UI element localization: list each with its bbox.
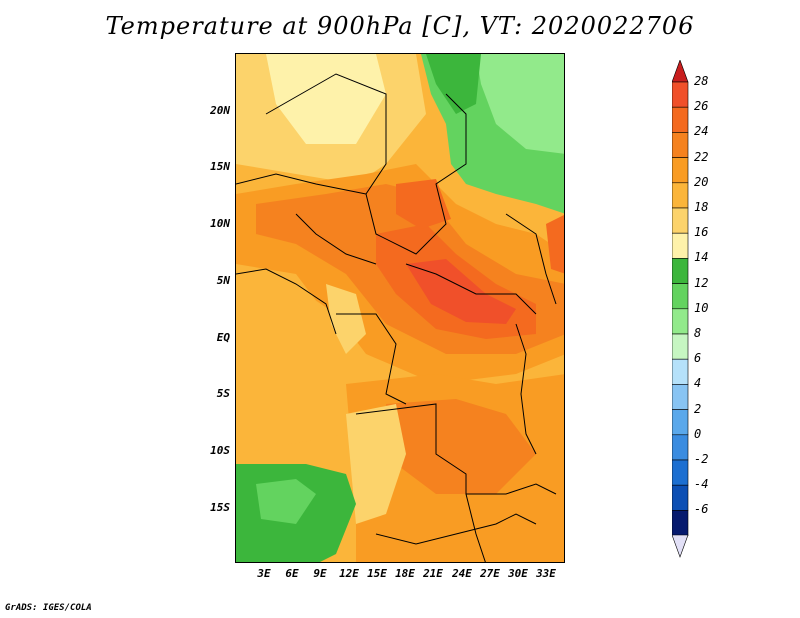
map-title: Temperature at 900hPa [C], VT: 202002270…: [105, 12, 695, 40]
colorbar-label: -6: [694, 502, 709, 517]
colorbar-label: 12: [694, 275, 709, 290]
colorbar-label: -4: [694, 477, 709, 492]
colorbar-swatch: [672, 207, 689, 234]
colorbar-label: 6: [694, 351, 702, 366]
colorbar-swatch: [672, 81, 689, 108]
x-tick-12e: 12E: [339, 567, 359, 580]
colorbar-swatch: [672, 106, 689, 133]
x-tick-3e: 3E: [257, 567, 271, 580]
credit-label: GrADS: IGES/COLA: [5, 603, 92, 613]
colorbar-swatch: [672, 459, 689, 486]
colorbar-label: -2: [694, 452, 709, 466]
colorbar-swatch: [672, 358, 689, 385]
colorbar-swatch: [672, 484, 689, 511]
x-tick-18e: 18E: [395, 567, 415, 580]
colorbar-label: 28: [694, 74, 709, 88]
colorbar-swatches: [672, 81, 689, 536]
colorbar-swatch: [672, 384, 689, 410]
colorbar-swatch: [672, 409, 689, 436]
zone-10c-northeast: [476, 54, 564, 154]
colorbar-swatch: [672, 258, 689, 284]
colorbar-bottom-arrow: [672, 534, 689, 558]
zone-16c-north: [266, 54, 386, 144]
colorbar-swatch: [672, 182, 689, 209]
x-tick-33e: 33E: [536, 567, 556, 580]
colorbar-label: 2: [694, 401, 702, 416]
colorbar-swatch: [672, 132, 689, 158]
zone-28c-central: [406, 259, 516, 324]
colorbar-label: 24: [694, 124, 709, 139]
colorbar-swatch: [672, 510, 689, 536]
x-tick-30e: 30E: [508, 567, 528, 580]
colorbar-label: 8: [694, 326, 702, 340]
zone-24c-south: [386, 399, 536, 494]
colorbar-swatch: [672, 434, 689, 461]
colorbar-swatch: [672, 333, 689, 360]
country-borders: [236, 73, 557, 562]
colorbar-top-arrow: [672, 60, 689, 83]
temperature-field: [236, 54, 564, 562]
y-tick-10s: 10S: [210, 444, 230, 457]
zone-12c-southwest: [256, 479, 316, 524]
temperature-map: [235, 53, 565, 563]
zone-14c-northeast: [426, 54, 481, 114]
y-tick-15n: 15N: [210, 160, 230, 173]
colorbar-label: 22: [694, 149, 709, 164]
colorbar: [672, 60, 689, 558]
x-tick-6e: 6E: [285, 567, 299, 580]
colorbar-label: 26: [694, 99, 709, 114]
x-tick-27e: 27E: [480, 567, 500, 580]
colorbar-label: 14: [694, 250, 709, 265]
zone-26c-north-central: [396, 179, 451, 229]
y-tick-5s: 5S: [216, 387, 230, 400]
x-tick-9e: 9E: [313, 567, 327, 580]
y-tick-20n: 20N: [210, 104, 230, 117]
y-tick-15s: 15S: [210, 501, 230, 514]
zone-20c-west: [236, 264, 346, 454]
colorbar-swatch: [672, 232, 689, 259]
x-tick-24e: 24E: [452, 567, 472, 580]
colorbar-swatch: [672, 283, 689, 310]
colorbar-swatch: [672, 308, 689, 335]
colorbar-label: 20: [694, 174, 709, 189]
colorbar-label: 0: [694, 426, 702, 441]
colorbar-label: 4: [694, 376, 702, 391]
zone-26c-east: [546, 215, 564, 274]
zone-18c-southwest: [346, 404, 406, 524]
colorbar-label: 18: [694, 200, 709, 214]
y-tick-10n: 10N: [210, 217, 230, 230]
x-tick-21e: 21E: [423, 567, 443, 580]
colorbar-swatch: [672, 157, 689, 184]
colorbar-label: 16: [694, 225, 709, 240]
colorbar-label: 10: [694, 300, 709, 315]
y-tick-eq: EQ: [216, 331, 230, 344]
x-tick-15e: 15E: [367, 567, 387, 580]
zone-18c-coast: [326, 284, 366, 354]
y-tick-5n: 5N: [216, 274, 230, 287]
